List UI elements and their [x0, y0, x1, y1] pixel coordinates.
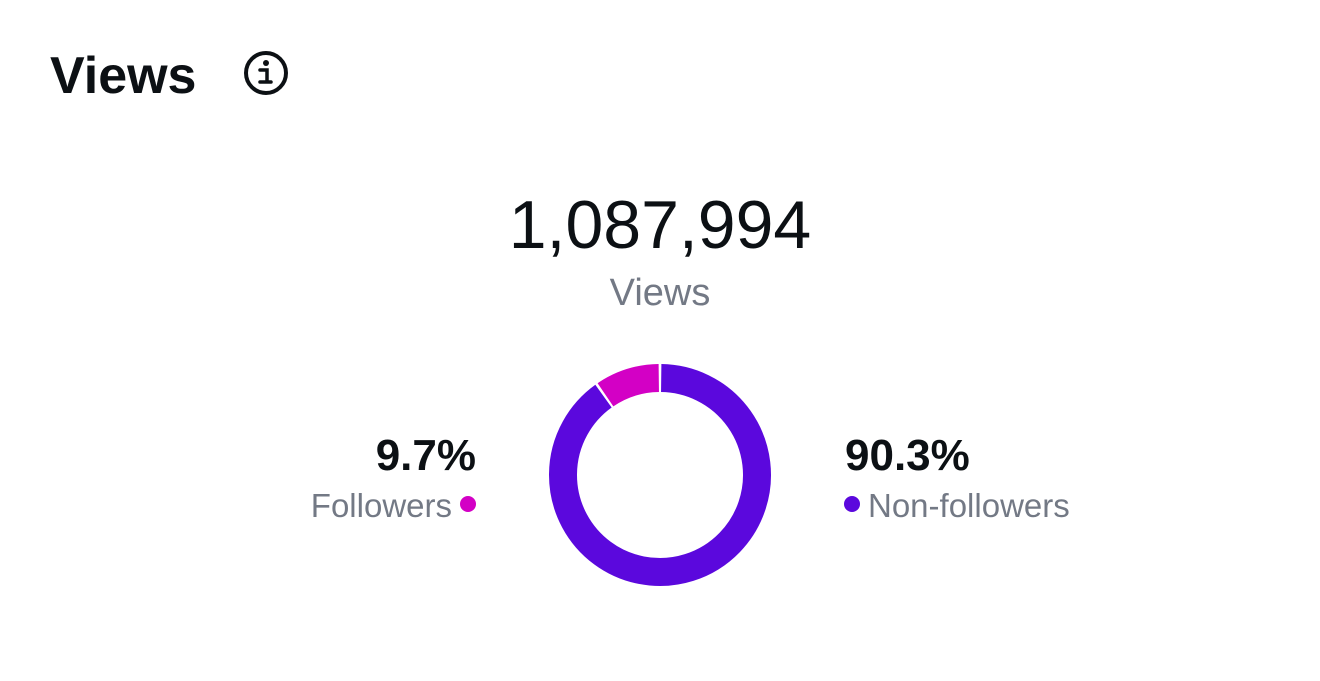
legend-label: Non-followers — [868, 487, 1070, 524]
info-icon[interactable] — [244, 51, 288, 95]
legend-dot — [844, 496, 860, 512]
card-title: Views — [50, 47, 196, 105]
legend-dot — [460, 496, 476, 512]
donut-segment — [549, 364, 771, 586]
donut-segment — [597, 364, 660, 407]
segment-percent: 90.3% — [845, 431, 970, 480]
total-value: 1,087,994 — [509, 187, 812, 263]
legend-label: Followers — [311, 487, 452, 524]
total-label: Views — [610, 272, 711, 314]
segment-percent: 9.7% — [376, 431, 476, 480]
